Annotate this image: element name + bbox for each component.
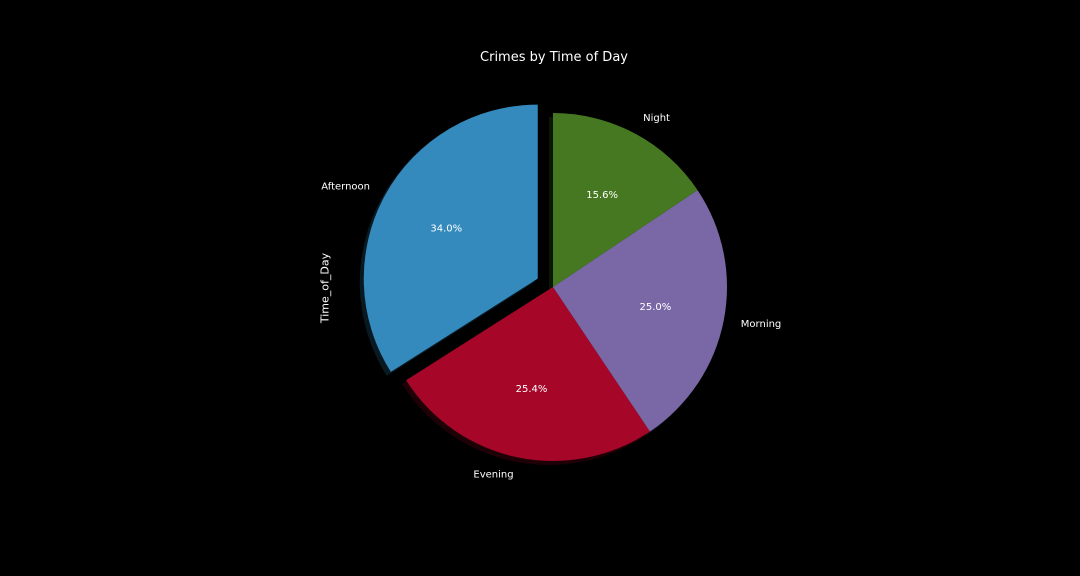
slice-pct-evening: 25.4% bbox=[516, 384, 548, 395]
chart-title: Crimes by Time of Day bbox=[480, 50, 628, 65]
slice-pct-night: 15.6% bbox=[586, 190, 618, 201]
slice-label-morning: Morning bbox=[741, 319, 781, 330]
slice-label-evening: Evening bbox=[473, 469, 513, 480]
slice-night bbox=[553, 113, 698, 287]
slice-afternoon bbox=[363, 104, 538, 372]
slice-pct-afternoon: 34.0% bbox=[430, 223, 462, 234]
slice-morning bbox=[553, 190, 727, 432]
slice-label-afternoon: Afternoon bbox=[321, 181, 370, 192]
slice-pct-morning: 25.0% bbox=[640, 302, 672, 313]
slice-label-night: Night bbox=[643, 113, 670, 124]
slice-evening bbox=[406, 287, 650, 461]
